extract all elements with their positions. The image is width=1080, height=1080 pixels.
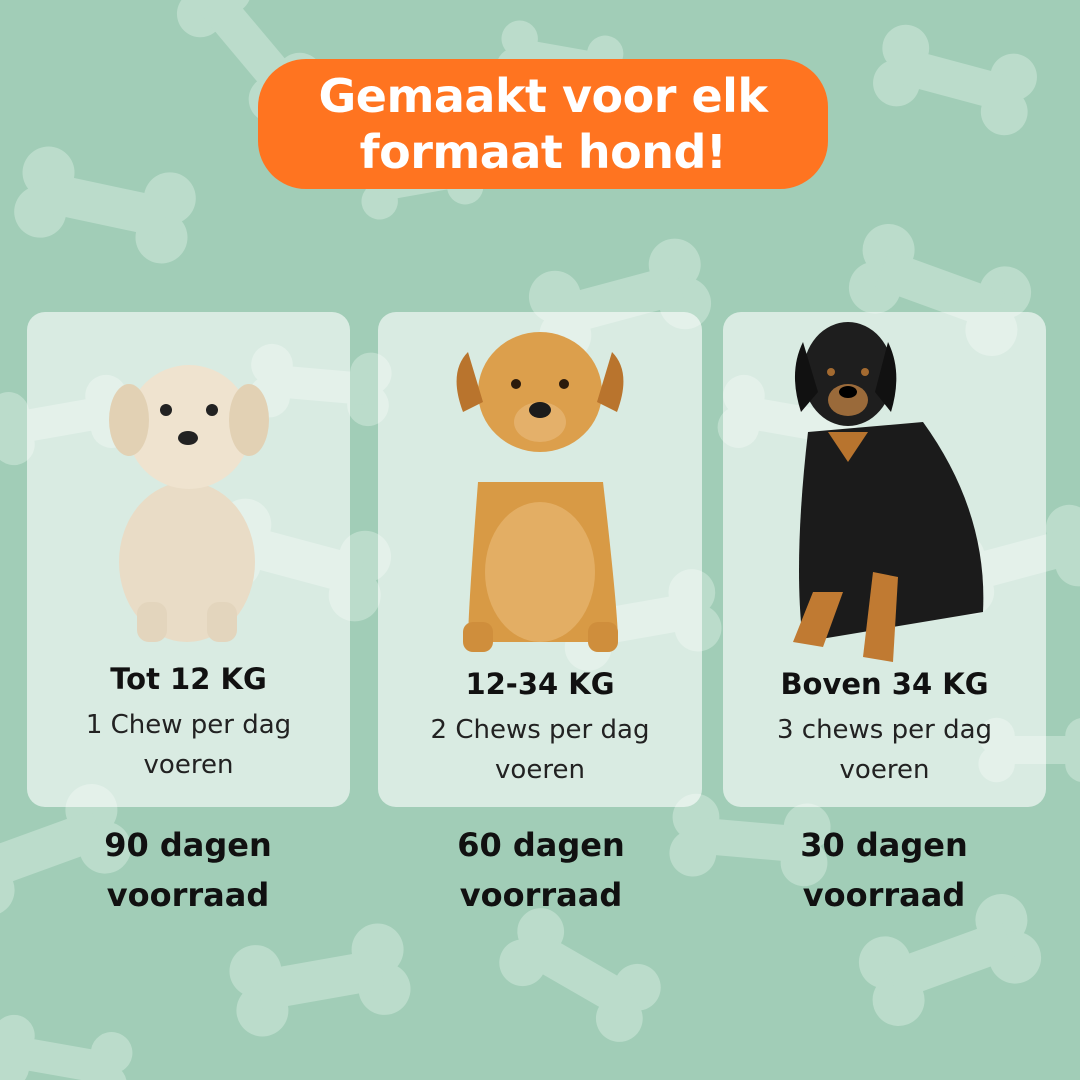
card-large-dog: Boven 34 KG 3 chews per dag voeren: [723, 312, 1046, 807]
dose-text: 3 chews per dag voeren: [776, 715, 993, 785]
weight-label: Boven 34 KG: [780, 667, 989, 701]
bone-icon: [0, 1014, 133, 1080]
dose-text: 2 Chews per dag voeren: [430, 715, 650, 785]
supply-medium-dog: 60 dagen voorraad: [457, 826, 625, 914]
bone-icon: [873, 24, 1037, 136]
bone-icon: [229, 923, 411, 1037]
bone-icon: [0, 784, 132, 916]
card-small-dog: Tot 12 KG 1 Chew per dag voeren: [27, 312, 350, 807]
supply-small-dog: 90 dagen voorraad: [104, 826, 272, 914]
bone-icon: [858, 894, 1042, 1026]
black-tan-large-dog-image: [793, 322, 984, 662]
small-cream-dog-image: [109, 365, 269, 642]
bone-icon: [14, 146, 196, 264]
golden-labrador-image: [456, 332, 624, 652]
dose-text: 1 Chew per dag voeren: [85, 710, 292, 780]
weight-label: 12-34 KG: [465, 667, 615, 701]
supply-large-dog: 30 dagen voorraad: [800, 826, 968, 914]
headline: Gemaakt voor elk formaat hond!: [318, 69, 768, 179]
bone-icon: [499, 908, 661, 1042]
weight-label: Tot 12 KG: [110, 662, 267, 696]
headline-banner: Gemaakt voor elk formaat hond!: [258, 59, 828, 189]
card-medium-dog: 12-34 KG 2 Chews per dag voeren: [378, 312, 702, 807]
